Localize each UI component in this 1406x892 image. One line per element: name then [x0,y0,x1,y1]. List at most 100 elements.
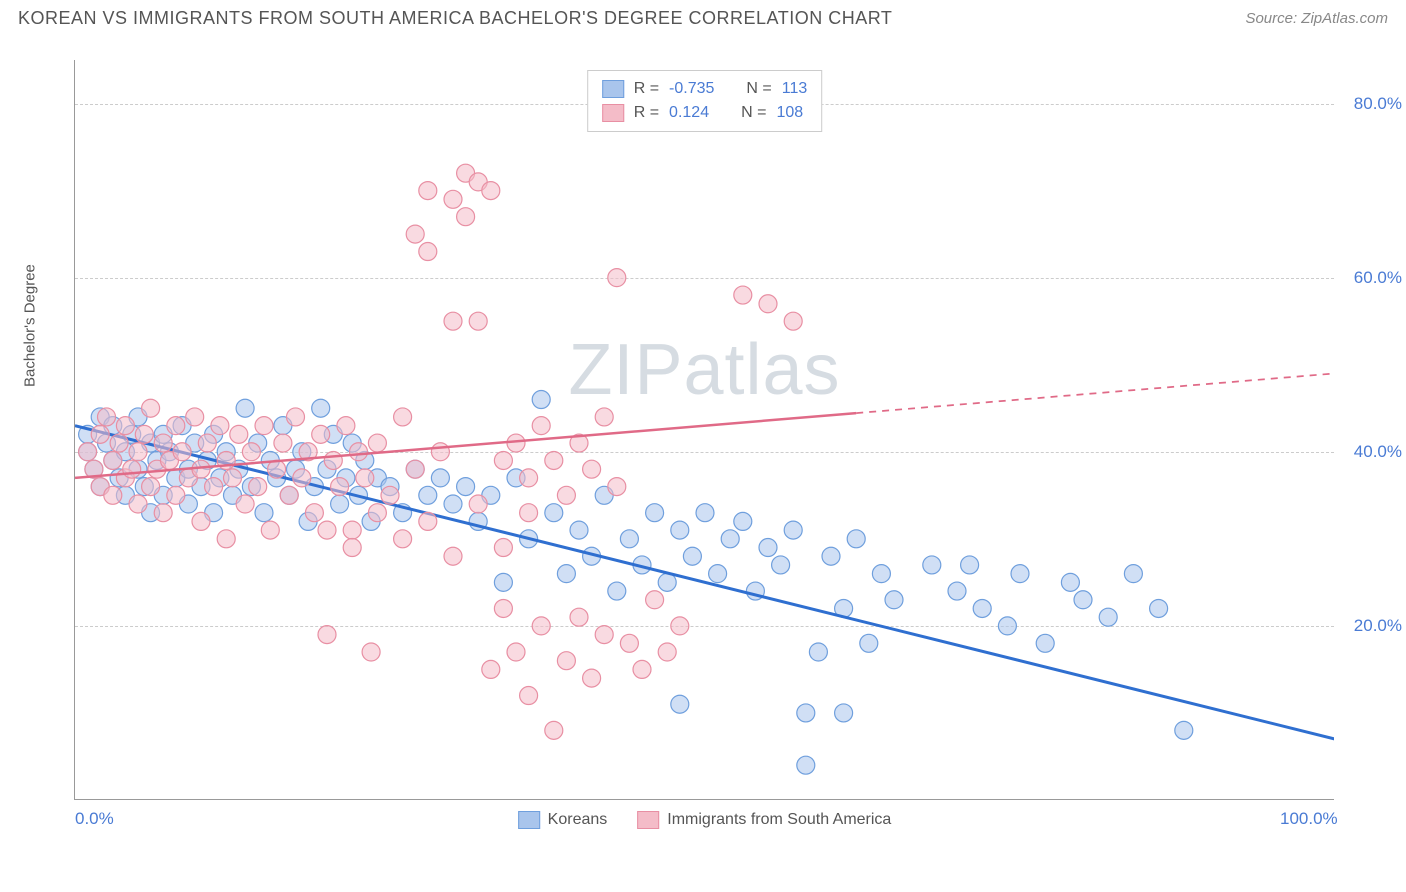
chart-container: Bachelor's Degree ZIPatlas 20.0%40.0%60.… [50,50,1370,830]
data-point [595,408,613,426]
data-point [734,286,752,304]
data-point [173,443,191,461]
data-point [368,434,386,452]
data-point [343,521,361,539]
legend-r-value: 0.124 [669,101,709,125]
data-point [274,434,292,452]
data-point [1074,591,1092,609]
data-point [885,591,903,609]
legend-n-value: 108 [776,101,803,125]
data-point [620,530,638,548]
data-point [469,495,487,513]
legend-n-label: N = [746,77,771,101]
data-point [135,425,153,443]
data-point [142,399,160,417]
data-point [261,521,279,539]
data-point [545,504,563,522]
data-point [419,243,437,261]
chart-title: KOREAN VS IMMIGRANTS FROM SOUTH AMERICA … [18,8,892,29]
data-point [671,695,689,713]
data-point [545,721,563,739]
series-legend-item: Koreans [518,811,608,829]
data-point [532,617,550,635]
data-point [658,643,676,661]
data-point [444,495,462,513]
data-point [583,669,601,687]
trendline-dashed [856,373,1334,413]
data-point [608,269,626,287]
series-legend: Koreans Immigrants from South America [518,811,892,829]
data-point [696,504,714,522]
correlation-legend: R =-0.735N =113R =0.124N =108 [587,70,823,132]
data-point [520,469,538,487]
data-point [350,443,368,461]
data-point [318,626,336,644]
data-point [520,504,538,522]
y-axis-label: Bachelor's Degree [22,264,39,387]
data-point [494,451,512,469]
series-legend-item: Immigrants from South America [637,811,891,829]
data-point [394,530,412,548]
trendline-solid [75,426,1334,739]
data-point [457,478,475,496]
data-point [324,451,342,469]
data-point [507,643,525,661]
data-point [312,399,330,417]
data-point [1175,721,1193,739]
data-point [318,521,336,539]
data-point [154,434,172,452]
x-tick-label: 0.0% [75,809,114,829]
data-point [683,547,701,565]
data-point [532,391,550,409]
data-point [104,486,122,504]
data-point [570,608,588,626]
data-point [671,521,689,539]
data-point [482,660,500,678]
data-point [532,417,550,435]
data-point [331,495,349,513]
data-point [186,408,204,426]
data-point [205,478,223,496]
data-point [198,434,216,452]
data-point [236,495,254,513]
data-point [280,486,298,504]
data-point [633,660,651,678]
data-point [217,530,235,548]
series-legend-label: Koreans [548,811,608,829]
data-point [431,443,449,461]
legend-n-label: N = [741,101,766,125]
data-point [305,504,323,522]
data-point [129,443,147,461]
data-point [494,539,512,557]
data-point [948,582,966,600]
data-point [312,425,330,443]
data-point [797,756,815,774]
data-point [255,504,273,522]
legend-r-label: R = [634,77,659,101]
series-legend-label: Immigrants from South America [667,811,891,829]
data-point [709,565,727,583]
data-point [809,643,827,661]
data-point [1011,565,1029,583]
legend-n-value: 113 [782,77,808,101]
data-point [110,434,128,452]
data-point [784,521,802,539]
data-point [1124,565,1142,583]
data-point [759,539,777,557]
data-point [337,417,355,435]
data-point [211,417,229,435]
data-point [608,582,626,600]
y-tick-label: 20.0% [1354,616,1402,636]
data-point [998,617,1016,635]
data-point [368,504,386,522]
data-point [236,399,254,417]
legend-r-value: -0.735 [669,77,714,101]
data-point [331,478,349,496]
data-point [759,295,777,313]
y-tick-label: 40.0% [1354,442,1402,462]
data-point [583,460,601,478]
scatter-svg [75,60,1334,799]
y-tick-label: 80.0% [1354,94,1402,114]
data-point [1099,608,1117,626]
data-point [129,495,147,513]
